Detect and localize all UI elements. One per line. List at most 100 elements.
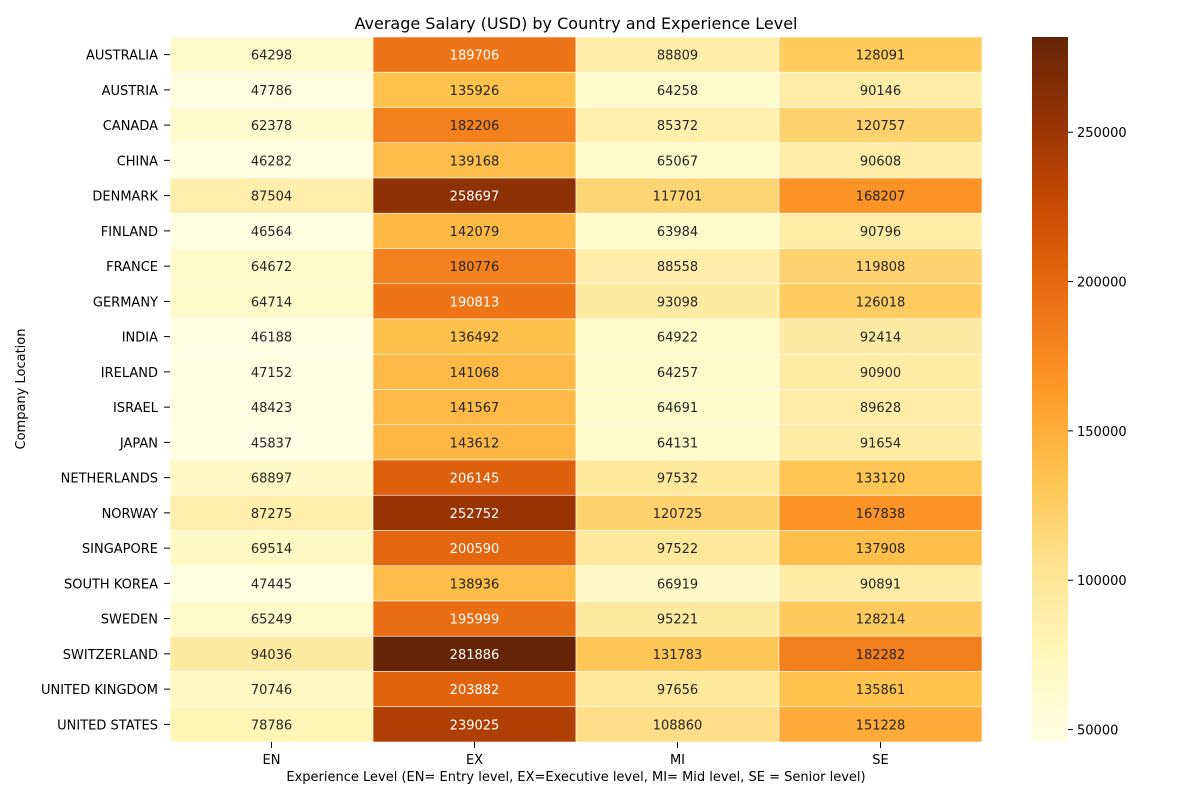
x-tick-label: EN <box>263 753 281 768</box>
cell-value-label: 108860 <box>653 718 703 733</box>
cell-value-label: 258697 <box>450 190 500 205</box>
y-tick-label: NETHERLANDS <box>61 472 158 487</box>
cell-value-label: 48423 <box>251 401 292 416</box>
heatmap-cell <box>372 635 577 672</box>
heatmap-cell <box>575 494 780 531</box>
y-tick-label: JAPAN <box>119 436 158 451</box>
cell-value-label: 64257 <box>657 366 698 381</box>
heatmap-cell <box>169 424 374 461</box>
cell-value-label: 143612 <box>450 436 500 451</box>
cell-value-label: 239025 <box>450 718 500 733</box>
heatmap-cell <box>778 565 983 602</box>
cell-value-label: 136492 <box>450 331 500 346</box>
cell-value-label: 70746 <box>251 683 292 698</box>
heatmap-cell <box>169 142 374 179</box>
cell-value-label: 65067 <box>657 154 698 169</box>
heatmap-cell <box>778 353 983 390</box>
cell-value-label: 47786 <box>251 84 292 99</box>
cell-value-label: 119808 <box>856 260 906 275</box>
y-tick-label: IRELAND <box>101 366 158 381</box>
heatmap-cell <box>372 71 577 108</box>
heatmap-cell <box>778 706 983 743</box>
heatmap-cell <box>372 107 577 144</box>
heatmap-cell <box>575 283 780 320</box>
cell-value-label: 90891 <box>860 577 901 592</box>
y-tick-label: DENMARK <box>92 190 158 205</box>
y-tick-label: SWITZERLAND <box>63 648 158 663</box>
heatmap-cell <box>778 248 983 285</box>
y-tick-label: AUSTRALIA <box>86 49 158 64</box>
cell-value-label: 128091 <box>856 49 906 64</box>
heatmap-cell <box>575 177 780 214</box>
cell-value-label: 168207 <box>856 190 906 205</box>
cell-value-label: 131783 <box>653 648 703 663</box>
y-axis-label: Company Location <box>14 329 29 450</box>
y-axis: AUSTRALIA AUSTRIA CANADA CHINA DENMARK FINLAN… <box>41 49 170 733</box>
heatmap-cell <box>372 671 577 708</box>
cell-value-label: 46282 <box>251 154 292 169</box>
heatmap-cell <box>778 424 983 461</box>
cell-value-label: 97656 <box>657 683 698 698</box>
cell-value-label: 62378 <box>251 119 292 134</box>
heatmap-cell <box>575 530 780 567</box>
cell-value-label: 64298 <box>251 49 292 64</box>
heatmap-cell <box>169 71 374 108</box>
cell-value-label: 189706 <box>450 49 500 64</box>
heatmap-cell <box>778 71 983 108</box>
heatmap-cell <box>372 600 577 637</box>
cell-value-label: 93098 <box>657 295 698 310</box>
cell-value-label: 206145 <box>450 472 500 487</box>
cell-value-label: 120725 <box>653 507 703 522</box>
y-tick-label: FRANCE <box>106 260 158 275</box>
heatmap-cell <box>575 318 780 355</box>
heatmap-cell <box>778 459 983 496</box>
cell-value-label: 88558 <box>657 260 698 275</box>
heatmap-cell <box>372 459 577 496</box>
colorbar-tick-label: 50000 <box>1077 724 1118 739</box>
heatmap-cell <box>778 635 983 672</box>
heatmap-cell <box>575 424 780 461</box>
cell-value-label: 64258 <box>657 84 698 99</box>
cell-value-label: 182282 <box>856 648 906 663</box>
cell-value-label: 135926 <box>450 84 500 99</box>
cell-value-label: 141567 <box>450 401 500 416</box>
heatmap-cell <box>575 142 780 179</box>
heatmap-cell <box>575 706 780 743</box>
x-tick-label: EX <box>466 753 483 768</box>
cell-value-label: 64131 <box>657 436 698 451</box>
cell-value-label: 137908 <box>856 542 906 557</box>
colorbar-tick-label: 200000 <box>1077 276 1127 291</box>
cell-value-label: 88809 <box>657 49 698 64</box>
cell-value-label: 141068 <box>450 366 500 381</box>
heatmap-cells: 64298 189706 88809 128091 47786 135926 64258 90… <box>169 36 983 743</box>
heatmap-cell <box>778 389 983 426</box>
cell-value-label: 87504 <box>251 190 292 205</box>
cell-value-label: 90900 <box>860 366 901 381</box>
colorbar: 50000 100000 150000 200000 250000 <box>1032 37 1127 742</box>
cell-value-label: 167838 <box>856 507 906 522</box>
y-tick-label: CANADA <box>103 119 158 134</box>
cell-value-label: 92414 <box>860 331 901 346</box>
heatmap-cell <box>169 248 374 285</box>
cell-value-label: 120757 <box>856 119 906 134</box>
cell-value-label: 182206 <box>450 119 500 134</box>
heatmap-cell <box>575 600 780 637</box>
cell-value-label: 85372 <box>657 119 698 134</box>
cell-value-label: 89628 <box>860 401 901 416</box>
y-tick-label: AUSTRIA <box>102 84 158 99</box>
colorbar-tick-label: 150000 <box>1077 425 1127 440</box>
cell-value-label: 64714 <box>251 295 292 310</box>
cell-value-label: 138936 <box>450 577 500 592</box>
heatmap-cell <box>169 353 374 390</box>
x-tick-label: SE <box>872 753 888 768</box>
heatmap-cell <box>778 600 983 637</box>
heatmap-cell <box>575 671 780 708</box>
heatmap-cell <box>372 36 577 73</box>
heatmap-cell <box>372 353 577 390</box>
y-tick-label: ISRAEL <box>113 401 159 416</box>
colorbar-tick-label: 250000 <box>1077 126 1127 141</box>
cell-value-label: 46564 <box>251 225 292 240</box>
y-tick-label: GERMANY <box>93 295 158 310</box>
chart-title: Average Salary (USD) by Country and Expe… <box>355 14 798 33</box>
